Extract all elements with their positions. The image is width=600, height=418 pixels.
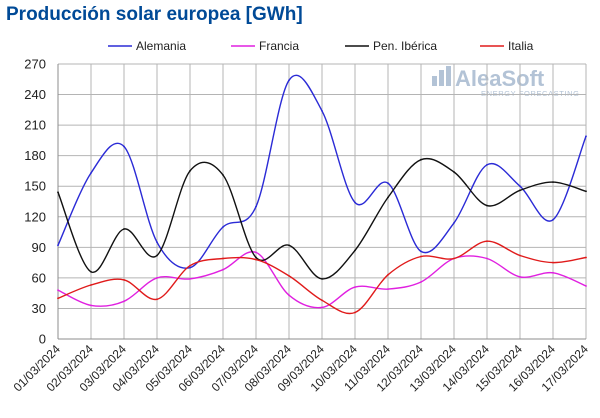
data-point-alemania [57,244,59,247]
data-point-pen-iberica [222,174,224,176]
data-point-italia [123,279,125,281]
aleasoft-watermark: AleaSoft ENERGY FORECASTING [432,66,580,98]
y-tick-label: 30 [32,301,46,316]
data-point-alemania [156,241,158,244]
data-point-pen-iberica [354,249,356,252]
data-point-pen-iberica [321,278,323,280]
data-point-francia [255,251,257,254]
data-point-italia [57,297,59,300]
data-point-francia [486,257,488,260]
x-axis-ticks: 01/03/202402/03/202403/03/202404/03/2024… [11,342,592,395]
data-point-pen-iberica [156,254,158,257]
data-point-italia [222,257,224,260]
data-point-francia [321,306,323,309]
data-point-francia [420,281,422,283]
data-point-alemania [255,205,257,208]
data-point-italia [453,257,455,260]
legend-label-francia: Francia [259,39,299,53]
y-tick-label: 120 [24,209,46,224]
y-tick-label: 0 [39,332,46,347]
series-lines [57,74,587,315]
data-point-italia [189,264,191,267]
legend-label-alemania: Alemania [136,39,186,53]
aleasoft-logo-icon [432,66,451,86]
data-point-italia [552,261,554,264]
y-tick-label: 60 [32,270,46,285]
legend-label-pen-iberica: Pen. Ibérica [373,39,437,53]
y-tick-label: 90 [32,240,46,255]
legend-label-italia: Italia [508,39,534,53]
data-point-francia [123,300,125,303]
gridlines [58,63,587,339]
data-point-francia [222,268,224,271]
data-point-italia [90,284,92,286]
data-point-francia [354,286,356,288]
data-point-alemania [420,250,422,253]
watermark-tagline: ENERGY FORECASTING [481,89,580,98]
data-point-pen-iberica [189,170,191,172]
chart-title: Producción solar europea [GWh] [6,4,303,25]
watermark-brand: AleaSoft [455,66,545,91]
data-point-francia [387,288,389,290]
data-point-alemania [552,218,554,221]
data-point-italia [420,255,422,258]
data-point-alemania [222,226,224,228]
data-point-francia [90,304,92,307]
data-point-italia [486,240,488,243]
data-point-alemania [321,110,323,112]
data-point-alemania [189,266,191,269]
data-point-alemania [123,145,125,148]
data-point-alemania [453,222,455,224]
data-point-alemania [90,172,92,174]
y-tick-label: 210 [24,118,46,133]
data-point-pen-iberica [420,158,422,161]
data-point-pen-iberica [453,171,455,173]
data-point-italia [321,299,323,302]
data-point-pen-iberica [519,189,521,192]
data-point-francia [156,277,158,279]
data-point-italia [519,254,521,257]
data-point-pen-iberica [486,204,488,207]
data-point-italia [585,256,587,259]
data-point-pen-iberica [288,244,290,247]
data-point-francia [519,276,521,278]
y-tick-label: 270 [24,57,46,72]
data-point-pen-iberica [552,181,554,184]
axes [57,64,586,340]
data-point-pen-iberica [123,228,125,230]
data-point-francia [288,294,290,297]
data-point-italia [255,258,257,261]
data-point-pen-iberica [255,256,257,259]
series-line-pen-iberica [57,158,587,280]
data-point-francia [552,271,554,274]
y-tick-label: 180 [24,148,46,163]
data-point-francia [57,289,59,291]
data-point-alemania [288,79,290,82]
y-axis-ticks: 0 30 60 90 120 150 180 210 240 270 [24,57,46,347]
data-point-pen-iberica [90,270,92,273]
y-tick-label: 240 [24,87,46,102]
data-point-alemania [585,135,587,138]
data-point-alemania [387,182,389,185]
data-point-francia [585,285,587,287]
data-point-italia [354,311,356,314]
data-point-francia [189,278,191,280]
data-point-pen-iberica [387,196,389,199]
y-tick-label: 150 [24,179,46,194]
data-point-pen-iberica [57,191,59,194]
data-point-alemania [486,163,488,166]
data-point-pen-iberica [585,190,587,193]
data-point-italia [387,273,389,276]
legend: Alemania Francia Pen. Ibérica Italia [108,39,534,53]
data-point-italia [156,298,158,301]
data-point-alemania [519,185,521,188]
data-point-alemania [354,201,356,204]
data-point-italia [288,275,290,277]
